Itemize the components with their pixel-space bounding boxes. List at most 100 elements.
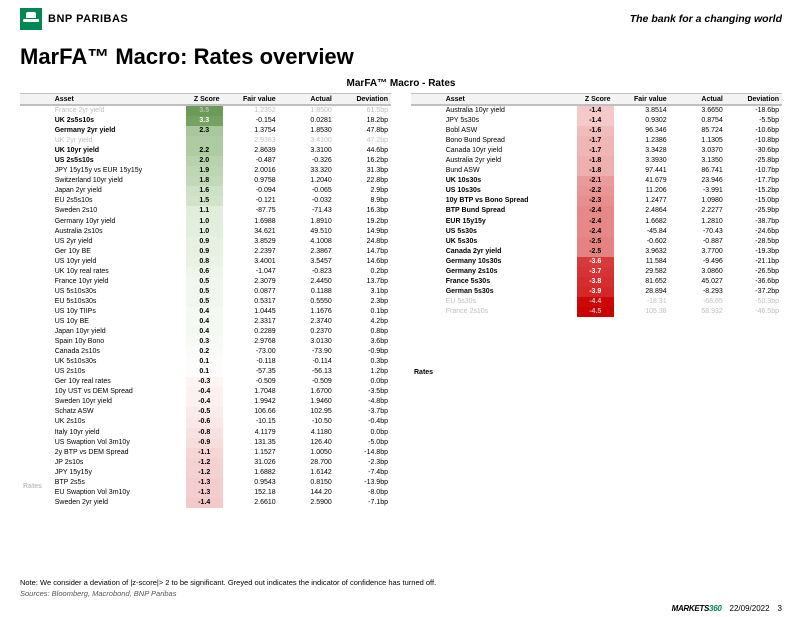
cell-fv: 3.8529 <box>223 237 279 247</box>
cell-fv: -0.487 <box>223 156 279 166</box>
table-row: UK 2yr yield2.22.93833.410047.2bp <box>20 136 391 146</box>
cell-act: 144.20 <box>279 488 335 498</box>
rates-col-left: AssetZ ScoreFair valueActualDeviation Ra… <box>20 93 391 508</box>
cell-zscore: 1.9 <box>186 166 223 176</box>
cell-act: -0.032 <box>279 196 335 206</box>
cell-zscore: -0.5 <box>186 407 223 417</box>
cell-zscore: -3.7 <box>577 267 614 277</box>
cell-act: 102.95 <box>279 407 335 417</box>
cell-act: -8.293 <box>670 287 726 297</box>
cell-fv: -45.84 <box>614 227 670 237</box>
cell-act: 4.1008 <box>279 237 335 247</box>
table-row: 10y UST vs DEM Spread-0.41.70481.6700-3.… <box>20 387 391 397</box>
table-row: Bono Bund Spread-1.71.23861.1305-10.8bp <box>411 136 782 146</box>
table-row: Bund ASW-1.897.44186.741-10.7bp <box>411 166 782 176</box>
cell-asset: Australia 2s10s <box>52 227 186 237</box>
table-row: UK 10s30s-2.141.67923.946-17.7bp <box>411 176 782 186</box>
cell-fv: 2.4864 <box>614 206 670 216</box>
cell-zscore: -1.1 <box>186 448 223 458</box>
table-row: France 5s30s-3.881.65245.027-36.6bp <box>411 277 782 287</box>
cell-fv: 105.38 <box>614 307 670 317</box>
cell-asset: UK 2s5s10s <box>52 116 186 126</box>
cell-dev: -21.1bp <box>726 257 782 267</box>
cell-act: -73.90 <box>279 347 335 357</box>
cell-fv: 1.2477 <box>614 196 670 206</box>
cell-asset: France 2yr yield <box>52 105 186 116</box>
cell-act: 3.5457 <box>279 257 335 267</box>
cell-dev: 4.2bp <box>335 317 391 327</box>
cell-zscore: -4.5 <box>577 307 614 317</box>
table-row: US 2s5s10s2.0-0.487-0.32616.2bp <box>20 156 391 166</box>
cell-asset: France 2s10s <box>443 307 577 317</box>
cell-fv: 1.1527 <box>223 448 279 458</box>
cell-act: 0.8754 <box>670 116 726 126</box>
cell-dev: -0.4bp <box>335 417 391 427</box>
cell-act: 2.4450 <box>279 277 335 287</box>
cell-fv: 2.0016 <box>223 166 279 176</box>
cell-asset: JP 2s10s <box>52 458 186 468</box>
table-row: Germany 10yr yield1.01.69881.891019.2bp <box>20 217 391 227</box>
cell-dev: 14.9bp <box>335 227 391 237</box>
cell-asset: France 5s30s <box>443 277 577 287</box>
cell-zscore: -1.4 <box>577 105 614 116</box>
cell-fv: 152.18 <box>223 488 279 498</box>
cell-asset: France 10yr yield <box>52 277 186 287</box>
cell-act: -70.43 <box>670 227 726 237</box>
cell-fv: -0.094 <box>223 186 279 196</box>
cell-act: 49.510 <box>279 227 335 237</box>
col-header: Deviation <box>335 94 391 106</box>
table-row: US 10y TIIPs0.41.04451.16760.1bp <box>20 307 391 317</box>
cell-zscore: 0.5 <box>186 297 223 307</box>
cell-dev: 0.2bp <box>335 267 391 277</box>
cell-fv: 2.9383 <box>223 136 279 146</box>
cell-zscore: -3.8 <box>577 277 614 287</box>
cell-act: 1.6700 <box>279 387 335 397</box>
cell-dev: -36.6bp <box>726 277 782 287</box>
cell-asset: Germany 2s10s <box>443 267 577 277</box>
cell-asset: 10y BTP vs Bono Spread <box>443 196 577 206</box>
table-row: German 5s30s-3.928.894-8.293-37.2bp <box>411 287 782 297</box>
cell-asset: Ger 10y real rates <box>52 377 186 387</box>
cell-act: -0.114 <box>279 357 335 367</box>
cell-fv: -57.35 <box>223 367 279 377</box>
table-row: Sweden 10yr yield-0.41.99421.9460-4.8bp <box>20 397 391 407</box>
cell-asset: Germany 10yr yield <box>52 217 186 227</box>
cell-asset: US 5s10s30s <box>52 287 186 297</box>
cell-asset: US Swaption Vol 3m10y <box>52 438 186 448</box>
cell-zscore: 0.5 <box>186 287 223 297</box>
table-row: Canada 2s10s0.2-73.00-73.90-0.9bp <box>20 347 391 357</box>
cell-zscore: -1.3 <box>186 478 223 488</box>
cell-dev: 13.7bp <box>335 277 391 287</box>
table-row: BTP Bund Spread-2.42.48642.2277-25.9bp <box>411 206 782 216</box>
cell-zscore: 0.9 <box>186 247 223 257</box>
cell-asset: Ger 10y BE <box>52 247 186 257</box>
table-row: Japan 10yr yield0.40.22890.23700.8bp <box>20 327 391 337</box>
cell-asset: UK 10y real rates <box>52 267 186 277</box>
table-row: US 10s30s-2.211.206-3.991-15.2bp <box>411 186 782 196</box>
cell-act: 45.027 <box>670 277 726 287</box>
cell-fv: 1.9942 <box>223 397 279 407</box>
table-row: EU 2s5s10s1.5-0.121-0.0328.9bp <box>20 196 391 206</box>
cell-act: 33.320 <box>279 166 335 176</box>
cell-act: -68.65 <box>670 297 726 307</box>
table-row: RatesAustralia 10yr yield-1.43.85143.665… <box>411 105 782 116</box>
cell-asset: US 10s30s <box>443 186 577 196</box>
cell-fv: 0.9302 <box>614 116 670 126</box>
cell-fv: 2.6610 <box>223 498 279 508</box>
brand-text: BNP PARIBAS <box>48 13 128 25</box>
markets360-logo: MARKETS360 <box>672 604 722 613</box>
cell-zscore: -2.4 <box>577 206 614 216</box>
cell-act: 1.8530 <box>279 126 335 136</box>
table-row: Australia 2s10s1.034.62149.51014.9bp <box>20 227 391 237</box>
cell-fv: 81.652 <box>614 277 670 287</box>
cell-zscore: 0.4 <box>186 327 223 337</box>
cell-dev: -38.7bp <box>726 217 782 227</box>
cell-dev: -19.3bp <box>726 247 782 257</box>
cell-fv: -0.154 <box>223 116 279 126</box>
cell-act: 0.5550 <box>279 297 335 307</box>
cell-act: 3.6650 <box>670 105 726 116</box>
cell-fv: -10.15 <box>223 417 279 427</box>
table-row: UK 2s5s10s3.3-0.1540.028118.2bp <box>20 116 391 126</box>
cell-asset: US 10yr yield <box>52 257 186 267</box>
table-row: JP 2s10s-1.231.02628.700-2.3bp <box>20 458 391 468</box>
